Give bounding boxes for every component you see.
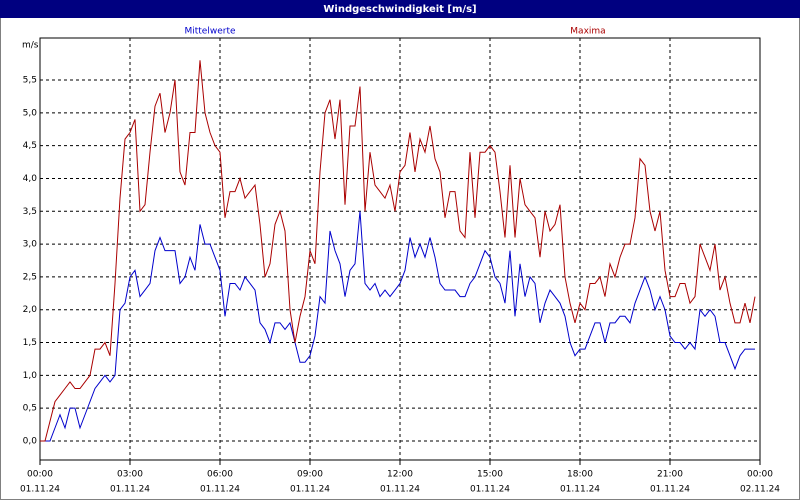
x-tick-label: 09:00 xyxy=(297,470,323,480)
y-tick-label: 4,5 xyxy=(23,141,37,151)
x-tick-label: 21:00 xyxy=(657,470,683,480)
x-tick-date: 01.11.24 xyxy=(110,485,150,495)
x-tick-label: 00:00 xyxy=(27,470,53,480)
y-tick-label: 2,5 xyxy=(23,272,37,282)
legend-entry: Mittelwerte xyxy=(184,27,235,37)
x-tick-label: 00:00 xyxy=(747,470,773,480)
data-line xyxy=(40,60,756,442)
data-line xyxy=(40,211,755,442)
x-tick-date: 01.11.24 xyxy=(380,485,420,495)
x-tick-date: 01.11.24 xyxy=(20,485,60,495)
x-tick-label: 15:00 xyxy=(477,470,503,480)
y-tick-label: 3,0 xyxy=(23,240,38,250)
x-tick-date: 02.11.24 xyxy=(740,485,780,495)
legend-entry: Maxima xyxy=(570,27,605,37)
y-axis-label: m/s xyxy=(22,41,39,51)
x-tick-date: 01.11.24 xyxy=(290,485,330,495)
x-tick-date: 01.11.24 xyxy=(200,485,240,495)
x-tick-date: 01.11.24 xyxy=(560,485,600,495)
x-tick-label: 03:00 xyxy=(117,470,143,480)
y-tick-label: 1,0 xyxy=(23,371,38,381)
y-tick-label: 3,5 xyxy=(23,207,37,217)
x-tick-label: 18:00 xyxy=(567,470,593,480)
y-tick-label: 5,5 xyxy=(23,76,37,86)
x-tick-date: 01.11.24 xyxy=(650,485,690,495)
chart-title: Windgeschwindigkeit [m/s] xyxy=(323,4,476,15)
x-tick-date: 01.11.24 xyxy=(470,485,510,495)
title-bar xyxy=(0,0,800,18)
y-tick-label: 2,0 xyxy=(23,305,38,315)
x-tick-label: 06:00 xyxy=(207,470,233,480)
y-tick-label: 0,5 xyxy=(23,404,37,414)
y-tick-label: 5,0 xyxy=(23,108,38,118)
y-tick-label: 0,0 xyxy=(23,437,38,447)
y-tick-label: 4,0 xyxy=(23,174,38,184)
y-tick-label: 1,5 xyxy=(23,338,37,348)
x-tick-label: 12:00 xyxy=(387,470,413,480)
